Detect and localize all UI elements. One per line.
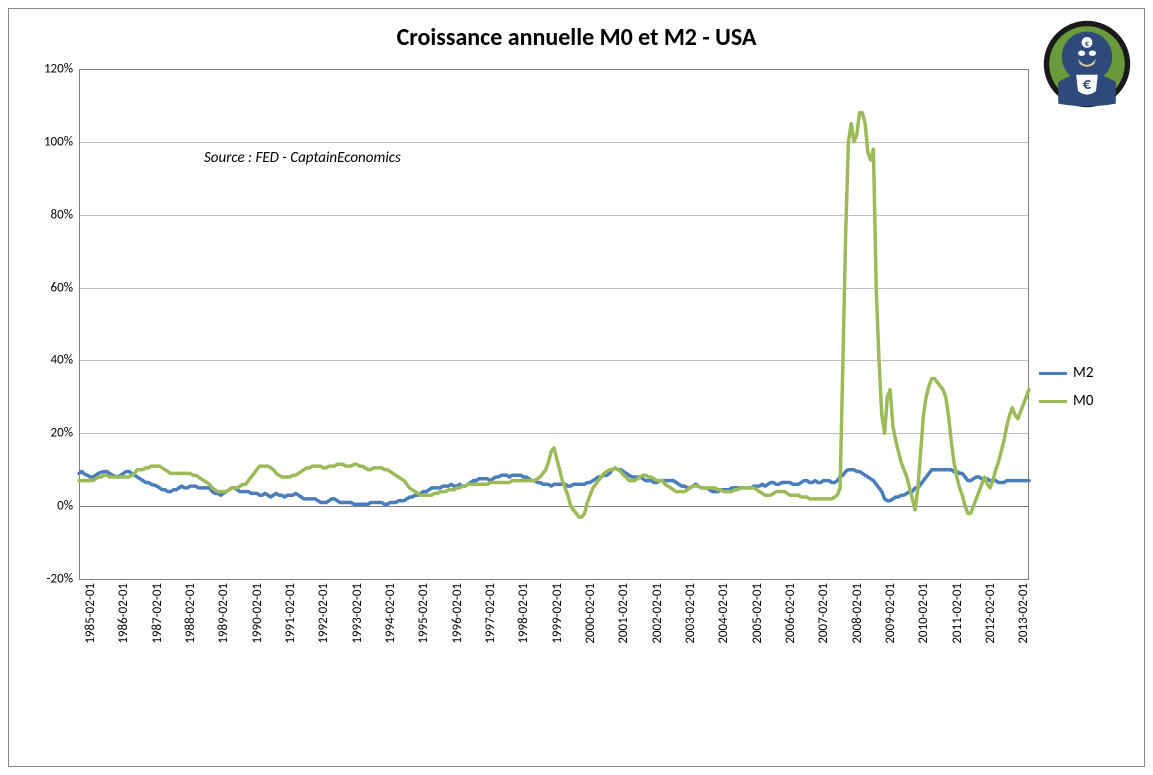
x-tick-label: 1987-02-01 bbox=[150, 583, 165, 644]
legend-label: M0 bbox=[1073, 392, 1093, 410]
x-tick-label: 2010-02-01 bbox=[916, 583, 931, 644]
x-tick-label: 1990-02-01 bbox=[250, 583, 265, 644]
y-tick-label: -20% bbox=[47, 572, 73, 587]
x-tick-label: 1996-02-01 bbox=[450, 583, 465, 644]
x-tick-label: 1998-02-01 bbox=[516, 583, 531, 644]
x-tick-label: 2012-02-01 bbox=[983, 583, 998, 644]
x-tick-label: 2002-02-01 bbox=[650, 583, 665, 644]
x-tick-label: 2003-02-01 bbox=[683, 583, 698, 644]
chart-title: Croissance annuelle M0 et M2 - USA bbox=[9, 23, 1144, 52]
captain-economics-logo: € € bbox=[1042, 19, 1132, 109]
legend-item-M2: M2 bbox=[1039, 364, 1093, 382]
y-tick-label: 120% bbox=[44, 62, 73, 77]
x-tick-label: 2006-02-01 bbox=[783, 583, 798, 644]
x-tick-label: 1997-02-01 bbox=[483, 583, 498, 644]
x-tick-label: 1989-02-01 bbox=[216, 583, 231, 644]
y-tick-label: 100% bbox=[44, 134, 73, 149]
x-tick-label: 2001-02-01 bbox=[616, 583, 631, 644]
x-tick-label: 2011-02-01 bbox=[950, 583, 965, 644]
chart-frame: Croissance annuelle M0 et M2 - USA € € -… bbox=[8, 8, 1145, 767]
y-tick-label: 80% bbox=[51, 207, 73, 222]
x-tick-label: 1993-02-01 bbox=[350, 583, 365, 644]
x-tick-label: 1985-02-01 bbox=[83, 583, 98, 644]
plot-area: -20%0%20%40%60%80%100%120%1985-02-011986… bbox=[79, 69, 1029, 579]
legend-swatch bbox=[1039, 372, 1067, 375]
x-tick-label: 1991-02-01 bbox=[283, 583, 298, 644]
legend-item-M0: M0 bbox=[1039, 392, 1093, 410]
x-tick-label: 1999-02-01 bbox=[550, 583, 565, 644]
x-tick-label: 1988-02-01 bbox=[183, 583, 198, 644]
x-tick-label: 1992-02-01 bbox=[316, 583, 331, 644]
x-tick-label: 2007-02-01 bbox=[816, 583, 831, 644]
y-tick-label: 20% bbox=[51, 426, 73, 441]
legend: M2 M0 bbox=[1039, 354, 1093, 420]
svg-text:€: € bbox=[1083, 75, 1092, 94]
x-tick-label: 2008-02-01 bbox=[850, 583, 865, 644]
x-tick-label: 1995-02-01 bbox=[416, 583, 431, 644]
x-tick-label: 2004-02-01 bbox=[716, 583, 731, 644]
x-tick-label: 2009-02-01 bbox=[883, 583, 898, 644]
y-tick-label: 60% bbox=[51, 280, 73, 295]
legend-swatch bbox=[1039, 400, 1067, 403]
legend-label: M2 bbox=[1073, 364, 1093, 382]
x-tick-label: 1986-02-01 bbox=[116, 583, 131, 644]
x-tick-label: 2005-02-01 bbox=[750, 583, 765, 644]
x-tick-label: 2000-02-01 bbox=[583, 583, 598, 644]
chart-lines bbox=[79, 69, 1029, 579]
gridline bbox=[79, 579, 1029, 580]
x-tick-label: 2013-02-01 bbox=[1016, 583, 1031, 644]
y-tick-label: 40% bbox=[51, 353, 73, 368]
series-M0 bbox=[79, 113, 1029, 517]
source-note: Source : FED - CaptainEconomics bbox=[204, 149, 401, 167]
series-M2 bbox=[79, 468, 1029, 504]
y-tick-label: 0% bbox=[57, 499, 73, 514]
x-tick-label: 1994-02-01 bbox=[383, 583, 398, 644]
